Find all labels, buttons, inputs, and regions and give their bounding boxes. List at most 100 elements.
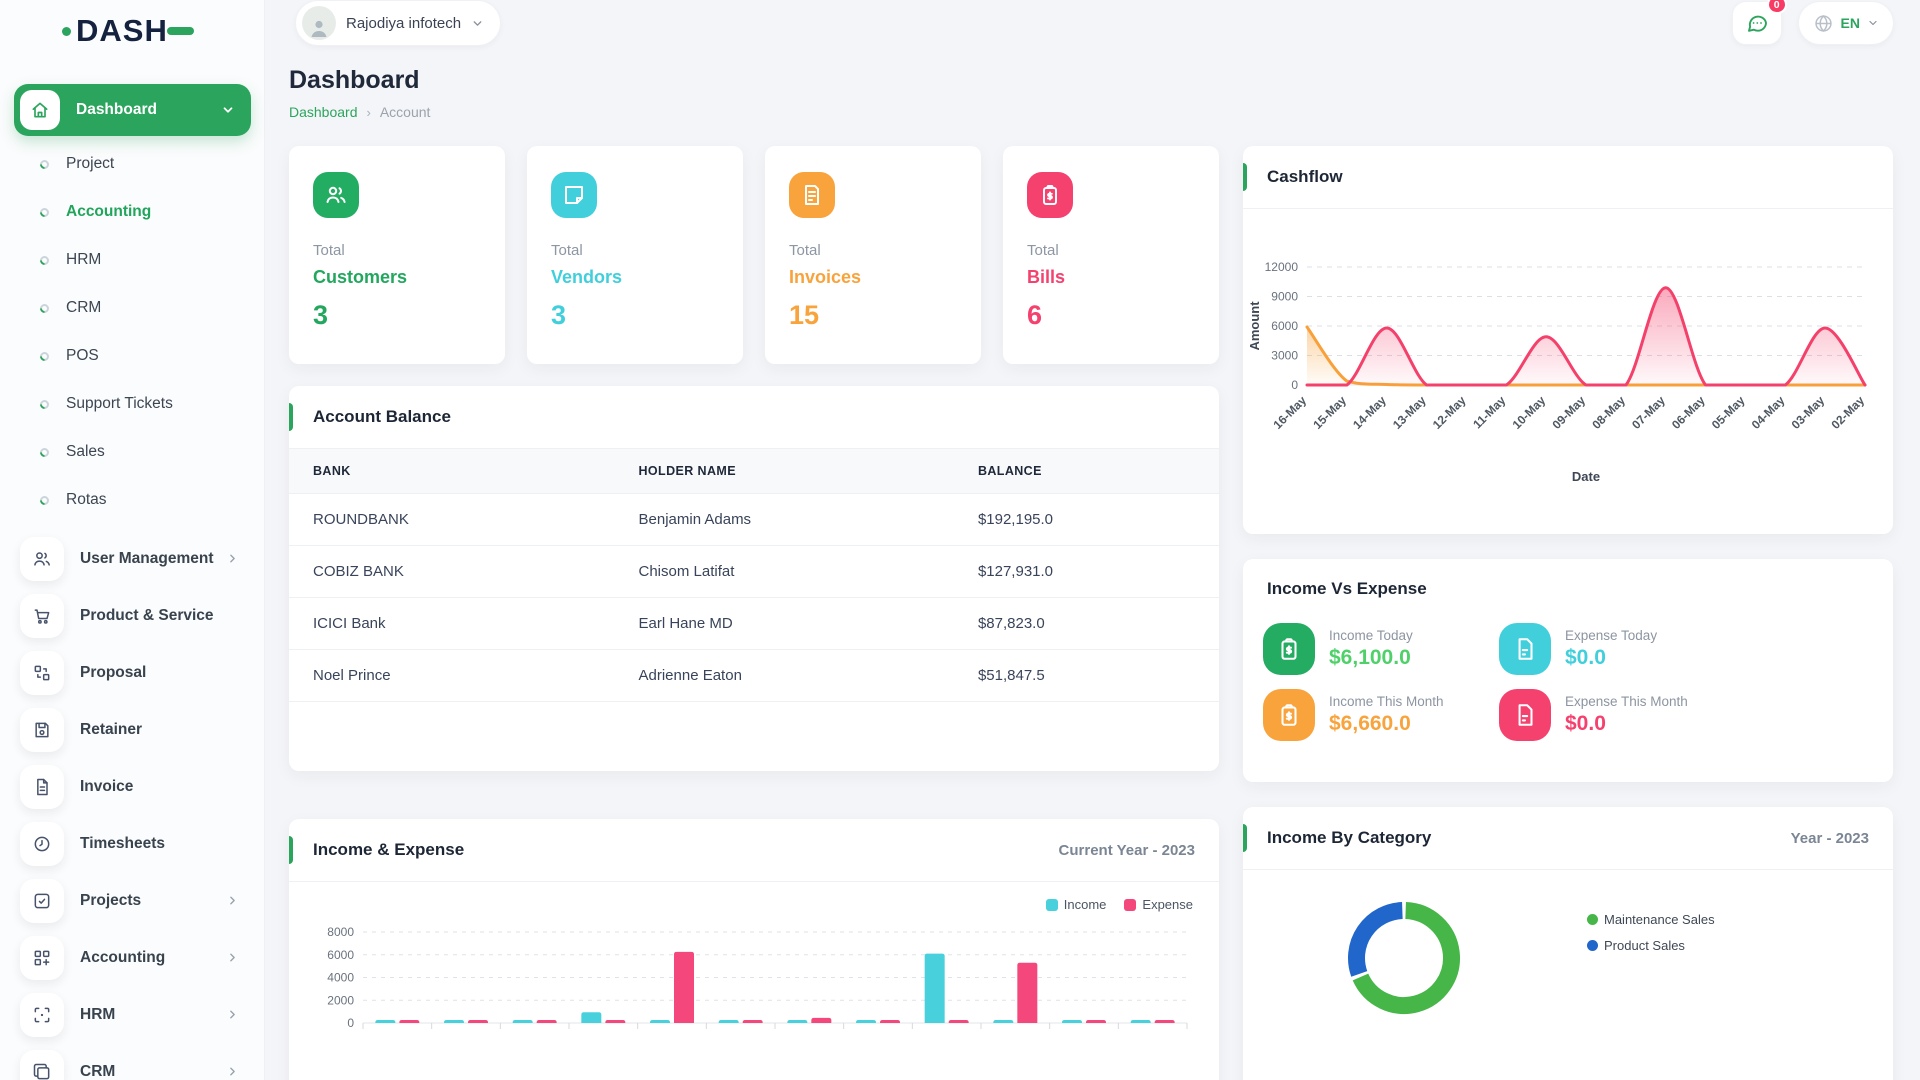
user-menu[interactable]: Rajodiya infotech — [295, 0, 502, 46]
svg-text:12000: 12000 — [1265, 260, 1299, 274]
sidebar-item-proposal[interactable]: Proposal — [14, 644, 251, 701]
chevron-right-icon — [226, 1065, 239, 1078]
chevron-down-icon — [473, 20, 482, 26]
chart-legend: Maintenance Sales Product Sales — [1587, 912, 1715, 953]
svg-text:Amount: Amount — [1247, 301, 1262, 351]
table-row: ICICI Bank Earl Hane MD $87,823.0 — [289, 597, 1219, 650]
globe-icon — [1814, 14, 1832, 32]
svg-text:8000: 8000 — [327, 925, 354, 939]
left-column: Total Customers 3 Total Vendors 3 — [289, 146, 1219, 1080]
sidebar-item-timesheets[interactable]: Timesheets — [14, 815, 251, 872]
users-icon — [313, 172, 359, 218]
sidebar-main-menu: User Management Product & Service Propos… — [14, 530, 251, 1080]
legend-item-expense: Expense — [1124, 897, 1193, 912]
svg-text:0: 0 — [347, 1016, 354, 1030]
svg-text:05-May: 05-May — [1709, 393, 1748, 432]
sidebar-item-dashboard[interactable]: Dashboard — [14, 84, 251, 136]
bullet-icon — [38, 397, 51, 411]
table-row: ROUNDBANK Benjamin Adams $192,195.0 — [289, 493, 1219, 546]
svg-text:4000: 4000 — [327, 971, 354, 985]
breadcrumb: Dashboard › Account — [289, 104, 1896, 120]
stat-value: 3 — [551, 300, 567, 330]
clipboard-dollar-icon — [1263, 623, 1315, 675]
card-header: Account Balance — [289, 386, 1219, 449]
sidebar-subitem-rotas[interactable]: Rotas — [14, 476, 251, 524]
card-header: Income & Expense Current Year - 2023 — [289, 819, 1219, 882]
svg-text:6000: 6000 — [1271, 319, 1298, 333]
svg-text:11-May: 11-May — [1470, 393, 1508, 431]
sidebar-subitem-pos[interactable]: POS — [14, 332, 251, 380]
chart-period-label: Current Year - 2023 — [1058, 841, 1195, 859]
svg-text:6000: 6000 — [327, 948, 354, 962]
proposal-icon — [20, 650, 64, 695]
breadcrumb-link-dashboard[interactable]: Dashboard — [289, 104, 358, 120]
language-selector[interactable]: EN — [1797, 1, 1894, 45]
sidebar-item-accounting[interactable]: Accounting — [14, 929, 251, 986]
sidebar-item-retainer[interactable]: Retainer — [14, 701, 251, 758]
home-icon — [20, 90, 60, 130]
bullet-icon — [38, 349, 51, 363]
account-balance-card: Account Balance BANK HOLDER NAME BALANCE — [289, 386, 1219, 771]
income-by-category-donut-chart — [1348, 902, 1460, 1014]
chevron-right-icon — [226, 951, 239, 964]
chart-legend: Income Expense — [313, 897, 1193, 912]
card-header: Income By Category Year - 2023 — [1243, 807, 1893, 870]
logo-dash-icon — [166, 27, 194, 35]
sidebar-item-projects[interactable]: Projects — [14, 872, 251, 929]
brand-logo[interactable]: DASH — [0, 0, 265, 62]
messages-button[interactable]: 0 — [1731, 0, 1787, 45]
svg-text:13-May: 13-May — [1390, 393, 1429, 432]
tile-income-today: Income Today $6,100.0 — [1263, 623, 1499, 675]
income-by-category-card: Income By Category Year - 2023 Maintenan… — [1243, 807, 1893, 1080]
file-invoice-icon — [789, 172, 835, 218]
language-code: EN — [1840, 15, 1860, 31]
legend-swatch — [1045, 898, 1058, 911]
income-expense-bar-chart: 0 2000 4000 6000 8000 — [327, 925, 1188, 1030]
sidebar-item-product-service[interactable]: Product & Service — [14, 587, 251, 644]
sidebar-dashboard-submenu: Project Accounting HRM CRM POS Support T… — [14, 140, 251, 524]
income-vs-expense-card: Income Vs Expense Income Today $6,100.0 — [1243, 559, 1893, 782]
sidebar-subitem-sales[interactable]: Sales — [14, 428, 251, 476]
topbar-actions: 0 EN — [1731, 0, 1894, 45]
bullet-icon — [38, 301, 51, 315]
svg-text:08-May: 08-May — [1589, 393, 1628, 432]
table-row: Noel Prince Adrienne Eaton $51,847.5 — [289, 649, 1219, 702]
svg-text:02-May: 02-May — [1828, 393, 1867, 432]
income-expense-tiles: Income Today $6,100.0 Expense Today $0.0 — [1243, 599, 1893, 741]
sidebar-item-hrm[interactable]: HRM — [14, 986, 251, 1043]
sidebar-subitem-hrm[interactable]: HRM — [14, 236, 251, 284]
svg-text:15-May: 15-May — [1310, 393, 1349, 432]
users-icon — [20, 536, 64, 581]
legend-swatch — [1124, 898, 1137, 911]
check-square-icon — [20, 878, 64, 923]
account-balance-table: BANK HOLDER NAME BALANCE ROUNDBANK Benja… — [289, 449, 1219, 702]
sidebar-subitem-project[interactable]: Project — [14, 140, 251, 188]
file-text-icon — [20, 764, 64, 809]
logo-text: DASH — [76, 13, 168, 48]
sidebar: DASH Dashboard Project Accounting HRM CR… — [0, 0, 265, 1080]
note-icon — [551, 172, 597, 218]
sidebar-subitem-crm[interactable]: CRM — [14, 284, 251, 332]
breadcrumb-separator: › — [366, 104, 371, 120]
table-header-row: BANK HOLDER NAME BALANCE — [289, 449, 1219, 494]
sidebar-item-user-management[interactable]: User Management — [14, 530, 251, 587]
topbar: Rajodiya infotech 0 EN — [265, 0, 1920, 46]
chat-icon — [1747, 15, 1767, 32]
sidebar-item-crm[interactable]: CRM — [14, 1043, 251, 1080]
sidebar-subitem-support-tickets[interactable]: Support Tickets — [14, 380, 251, 428]
svg-text:16-May: 16-May — [1270, 393, 1309, 432]
sidebar-item-invoice[interactable]: Invoice — [14, 758, 251, 815]
bullet-icon — [38, 493, 51, 507]
card-header: Cashflow — [1243, 146, 1893, 209]
bullet-icon — [38, 205, 51, 219]
messages-badge: 0 — [1766, 0, 1787, 14]
legend-dot — [1587, 940, 1598, 951]
stat-card-invoices: Total Invoices 15 — [765, 146, 981, 364]
sidebar-subitem-accounting[interactable]: Accounting — [14, 188, 251, 236]
tile-expense-this-month: Expense This Month $0.0 — [1499, 689, 1873, 741]
cart-icon — [20, 593, 64, 638]
chevron-right-icon — [226, 1008, 239, 1021]
content: Dashboard Dashboard › Account Total Cust… — [265, 46, 1920, 1080]
main-area: Rajodiya infotech 0 EN Dashboard Dashboa… — [265, 0, 1920, 1080]
